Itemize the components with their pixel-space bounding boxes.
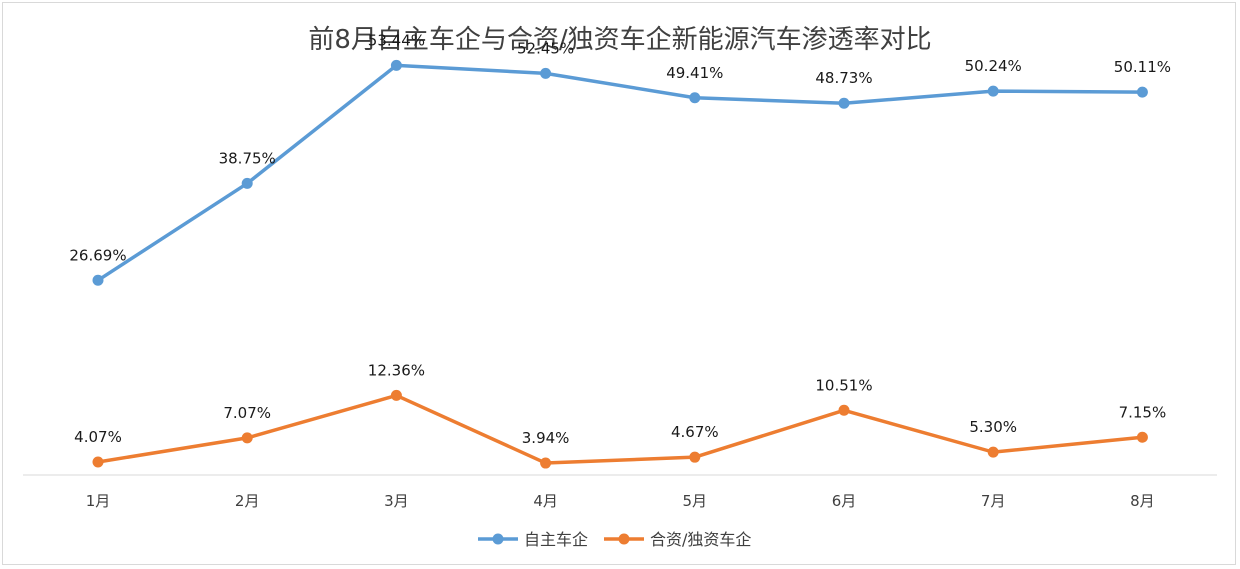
x-tick-label: 1月	[86, 492, 111, 510]
data-point	[689, 92, 701, 104]
data-label: 7.15%	[1119, 403, 1167, 421]
data-label: 3.94%	[522, 429, 570, 447]
data-label: 48.73%	[815, 69, 872, 87]
data-point	[390, 389, 402, 401]
series-layer: 26.69% 38.75% 53.44% 52.45% 49.41% 48.73% 50.2…	[69, 31, 1171, 469]
data-point	[987, 446, 999, 458]
legend-label: 自主车企	[524, 530, 588, 549]
data-label: 50.11%	[1114, 58, 1171, 76]
legend-point-marker	[618, 533, 630, 545]
series-1: 26.69% 38.75% 53.44% 52.45% 49.41% 48.73% 50.2…	[69, 31, 1171, 286]
data-point	[838, 404, 850, 416]
data-point	[390, 59, 402, 71]
data-label: 4.67%	[671, 423, 719, 441]
x-tick-label: 8月	[1130, 492, 1155, 510]
legend: 自主车企 合资/独资车企	[478, 530, 751, 549]
data-point	[540, 67, 552, 79]
x-tick-label: 2月	[235, 492, 260, 510]
data-point	[987, 85, 999, 97]
data-point	[838, 97, 850, 109]
data-label: 12.36%	[368, 361, 425, 379]
series-line	[96, 393, 1145, 465]
data-label: 26.69%	[69, 246, 126, 264]
data-point	[540, 457, 552, 469]
data-point	[92, 456, 104, 468]
data-label: 4.07%	[74, 428, 122, 446]
legend-point-marker	[492, 533, 504, 545]
data-label: 53.44%	[368, 31, 425, 49]
data-label: 52.45%	[517, 39, 574, 57]
data-label: 38.75%	[219, 149, 276, 167]
data-label: 5.30%	[969, 418, 1017, 436]
data-label: 10.51%	[815, 376, 872, 394]
legend-item: 合资/独资车企	[604, 530, 751, 549]
legend-label: 合资/独资车企	[650, 530, 751, 549]
data-point	[241, 177, 253, 189]
series-2: 4.07% 7.07% 12.36% 3.94% 4.67% 10.51% 5.30% 7.1…	[74, 361, 1167, 469]
data-point	[1136, 431, 1148, 443]
chart-title: 前8月自主车企与合资/独资车企新能源汽车渗透率对比	[308, 25, 931, 55]
x-tick-label: 5月	[683, 492, 708, 510]
data-point	[241, 432, 253, 444]
x-tick-label: 4月	[533, 492, 558, 510]
legend-item: 自主车企	[478, 530, 588, 549]
data-point	[1136, 86, 1148, 98]
data-label: 49.41%	[666, 64, 723, 82]
x-axis-ticks: 1月 2月 3月 4月 5月 6月 7月 8月	[86, 492, 1155, 510]
x-tick-label: 6月	[832, 492, 857, 510]
x-tick-label: 3月	[384, 492, 409, 510]
x-tick-label: 7月	[981, 492, 1006, 510]
data-label: 7.07%	[223, 404, 271, 422]
series-line	[96, 63, 1145, 283]
data-point	[92, 274, 104, 286]
data-label: 50.24%	[965, 57, 1022, 75]
data-point	[689, 451, 701, 463]
line-chart: 前8月自主车企与合资/独资车企新能源汽车渗透率对比 26.69% 38.75% 53…	[23, 25, 1217, 549]
